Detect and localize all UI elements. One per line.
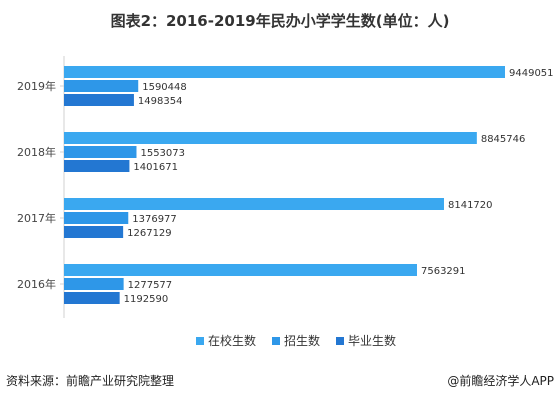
legend-label: 招生数: [284, 333, 320, 348]
legend-swatch: [272, 337, 280, 345]
bar: [64, 212, 129, 224]
legend-label: 毕业生数: [348, 333, 396, 348]
data-label: 1401671: [133, 162, 178, 173]
source-note: 资料来源：前瞻产业研究院整理: [6, 374, 175, 388]
category-label: 2016年: [17, 277, 56, 291]
bar: [64, 292, 120, 304]
bar: [64, 66, 505, 78]
data-label: 7563291: [421, 266, 466, 277]
bar: [64, 94, 134, 106]
data-label: 1590448: [142, 82, 187, 93]
data-label: 1498354: [138, 96, 183, 107]
data-label: 9449051: [509, 68, 554, 79]
bar: [64, 80, 139, 92]
legend-swatch: [196, 337, 204, 345]
bar: [64, 278, 124, 290]
brand-label: @前瞻经济学人APP: [447, 374, 554, 388]
bar: [64, 226, 124, 238]
legend: 在校生数 招生数 毕业生数: [196, 333, 396, 348]
data-label: 1277577: [128, 280, 173, 291]
bar: [64, 198, 444, 210]
bar: [64, 264, 417, 276]
category-label: 2018年: [17, 145, 56, 159]
data-label: 1192590: [124, 294, 169, 305]
category-label: 2017年: [17, 211, 56, 225]
data-label: 8845746: [481, 134, 526, 145]
category-label: 2019年: [17, 79, 56, 93]
bar: [64, 132, 477, 144]
data-label: 1553073: [140, 148, 185, 159]
bar: [64, 160, 130, 172]
data-label: 1376977: [132, 214, 177, 225]
legend-swatch: [336, 337, 344, 345]
data-label: 1267129: [127, 228, 172, 239]
chart-title: 图表2：2016-2019年民办小学学生数(单位：人): [110, 12, 450, 30]
legend-label: 在校生数: [208, 333, 256, 348]
bar: [64, 146, 137, 158]
data-label: 8141720: [448, 200, 493, 211]
